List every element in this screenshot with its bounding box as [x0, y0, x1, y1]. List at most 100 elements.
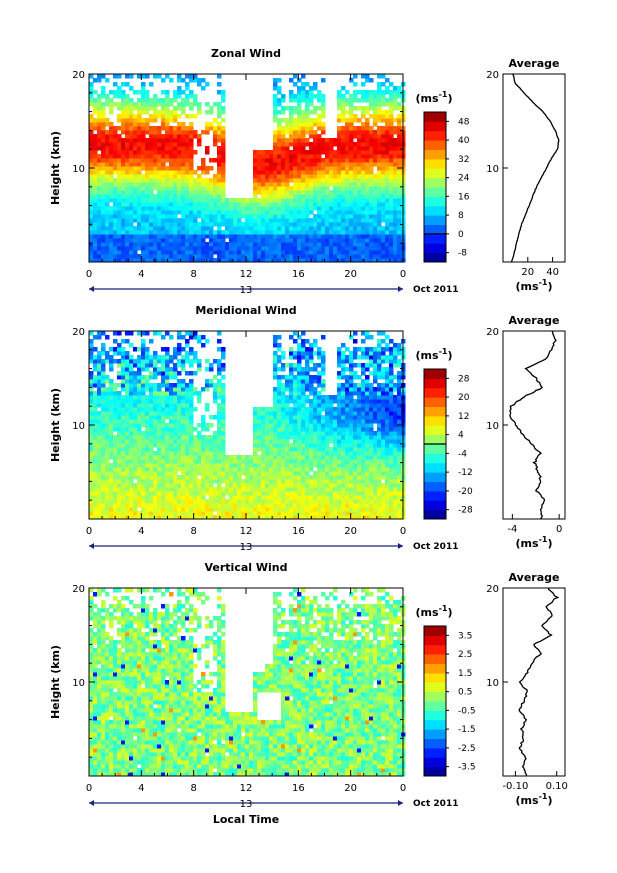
zonal-heatmap-cell: [193, 210, 198, 215]
zonal-heatmap-cell: [189, 222, 194, 227]
zonal-heatmap-cell: [137, 106, 142, 111]
meridional-heatmap-cell: [101, 415, 106, 420]
meridional-heatmap-cell: [301, 455, 306, 460]
zonal-heatmap-cell: [89, 82, 94, 87]
zonal-heatmap-cell: [185, 126, 190, 131]
zonal-heatmap-cell: [341, 234, 346, 239]
meridional-heatmap-cell: [273, 443, 278, 448]
meridional-heatmap-cell: [217, 455, 222, 460]
meridional-heatmap-cell: [149, 451, 154, 456]
zonal-heatmap-cell: [121, 234, 126, 239]
zonal-heatmap-cell: [273, 86, 278, 91]
zonal-heatmap-cell: [305, 178, 310, 183]
meridional-heatmap-cell: [193, 483, 198, 488]
meridional-heatmap-cell: [221, 479, 226, 484]
zonal-heatmap-cell: [305, 94, 310, 99]
meridional-heatmap-cell: [173, 515, 178, 520]
zonal-heatmap-cell: [105, 250, 110, 255]
meridional-heatmap-cell: [293, 451, 298, 456]
meridional-heatmap-cell: [153, 407, 158, 412]
meridional-heatmap-cell: [149, 471, 154, 476]
meridional-heatmap-cell: [257, 495, 262, 500]
zonal-heatmap-cell: [217, 202, 222, 207]
zonal-heatmap-cell: [333, 222, 338, 227]
zonal-heatmap-cell: [129, 258, 134, 263]
zonal-heatmap-cell: [265, 206, 270, 211]
meridional-heatmap-cell: [97, 355, 102, 360]
meridional-heatmap-cell: [253, 479, 258, 484]
zonal-heatmap-cell: [353, 166, 358, 171]
meridional-heatmap-cell: [289, 451, 294, 456]
zonal-heatmap-cell: [189, 170, 194, 175]
meridional-heatmap-cell: [237, 463, 242, 468]
meridional-heatmap-cell: [201, 443, 206, 448]
meridional-heatmap-cell: [97, 459, 102, 464]
zonal-heatmap-cell: [389, 230, 394, 235]
zonal-heatmap-cell: [177, 206, 182, 211]
zonal-heatmap-cell: [281, 174, 286, 179]
zonal-heatmap-cell: [289, 226, 294, 231]
zonal-heatmap-cell: [281, 162, 286, 167]
meridional-heatmap-cell: [277, 483, 282, 488]
zonal-heatmap-cell: [165, 154, 170, 159]
meridional-heatmap-cell: [285, 495, 290, 500]
meridional-heatmap-cell: [145, 367, 150, 372]
zonal-heatmap-cell: [345, 126, 350, 131]
zonal-heatmap-cell: [309, 130, 314, 135]
meridional-heatmap-cell: [277, 475, 282, 480]
zonal-heatmap-cell: [253, 202, 258, 207]
zonal-heatmap-cell: [209, 214, 214, 219]
zonal-heatmap-cell: [221, 178, 226, 183]
meridional-heatmap-cell: [297, 415, 302, 420]
meridional-heatmap-cell: [301, 451, 306, 456]
zonal-heatmap-cell: [217, 222, 222, 227]
zonal-heatmap-cell: [261, 250, 266, 255]
meridional-heatmap-cell: [169, 383, 174, 388]
meridional-heatmap-cell: [217, 503, 222, 508]
zonal-heatmap-cell: [169, 226, 174, 231]
meridional-heatmap-cell: [93, 399, 98, 404]
meridional-heatmap-cell: [169, 371, 174, 376]
zonal-heatmap-cell: [393, 234, 398, 239]
zonal-heatmap-cell: [349, 102, 354, 107]
zonal-heatmap-cell: [361, 206, 366, 211]
meridional-heatmap-cell: [253, 447, 258, 452]
zonal-heatmap-cell: [305, 126, 310, 131]
meridional-heatmap-cell: [273, 463, 278, 468]
zonal-heatmap-cell: [193, 238, 198, 243]
zonal-heatmap-cell: [277, 86, 282, 91]
zonal-heatmap-cell: [225, 234, 230, 239]
zonal-heatmap-cell: [185, 130, 190, 135]
meridional-heatmap-cell: [133, 379, 138, 384]
zonal-heatmap-cell: [349, 78, 354, 83]
meridional-heatmap-cell: [221, 435, 226, 440]
zonal-heatmap-cell: [233, 210, 238, 215]
zonal-heatmap-cell: [285, 238, 290, 243]
meridional-heatmap-cell: [129, 367, 134, 372]
zonal-heatmap-cell: [145, 154, 150, 159]
zonal-heatmap-cell: [245, 210, 250, 215]
meridional-heatmap-cell: [197, 335, 202, 340]
zonal-heatmap-cell: [205, 222, 210, 227]
zonal-heatmap-cell: [241, 246, 246, 251]
zonal-heatmap-cell: [345, 194, 350, 199]
meridional-heatmap-cell: [189, 515, 194, 520]
zonal-heatmap-cell: [157, 210, 162, 215]
meridional-heatmap-cell: [121, 439, 126, 444]
meridional-heatmap-cell: [281, 479, 286, 484]
meridional-heatmap-cell: [253, 475, 258, 480]
zonal-heatmap-cell: [89, 150, 94, 155]
zonal-heatmap-cell: [209, 194, 214, 199]
zonal-heatmap-cell: [137, 90, 142, 95]
meridional-heatmap-cell: [149, 455, 154, 460]
zonal-heatmap-cell: [129, 150, 134, 155]
zonal-heatmap-cell: [337, 214, 342, 219]
zonal-heatmap-cell: [293, 74, 298, 79]
meridional-heatmap-cell: [161, 423, 166, 428]
meridional-heatmap-cell: [125, 403, 130, 408]
zonal-heatmap-cell: [269, 170, 274, 175]
meridional-heatmap-cell: [245, 471, 250, 476]
zonal-heatmap-cell: [197, 258, 202, 263]
meridional-heatmap-cell: [229, 463, 234, 468]
zonal-heatmap-cell: [321, 186, 326, 191]
